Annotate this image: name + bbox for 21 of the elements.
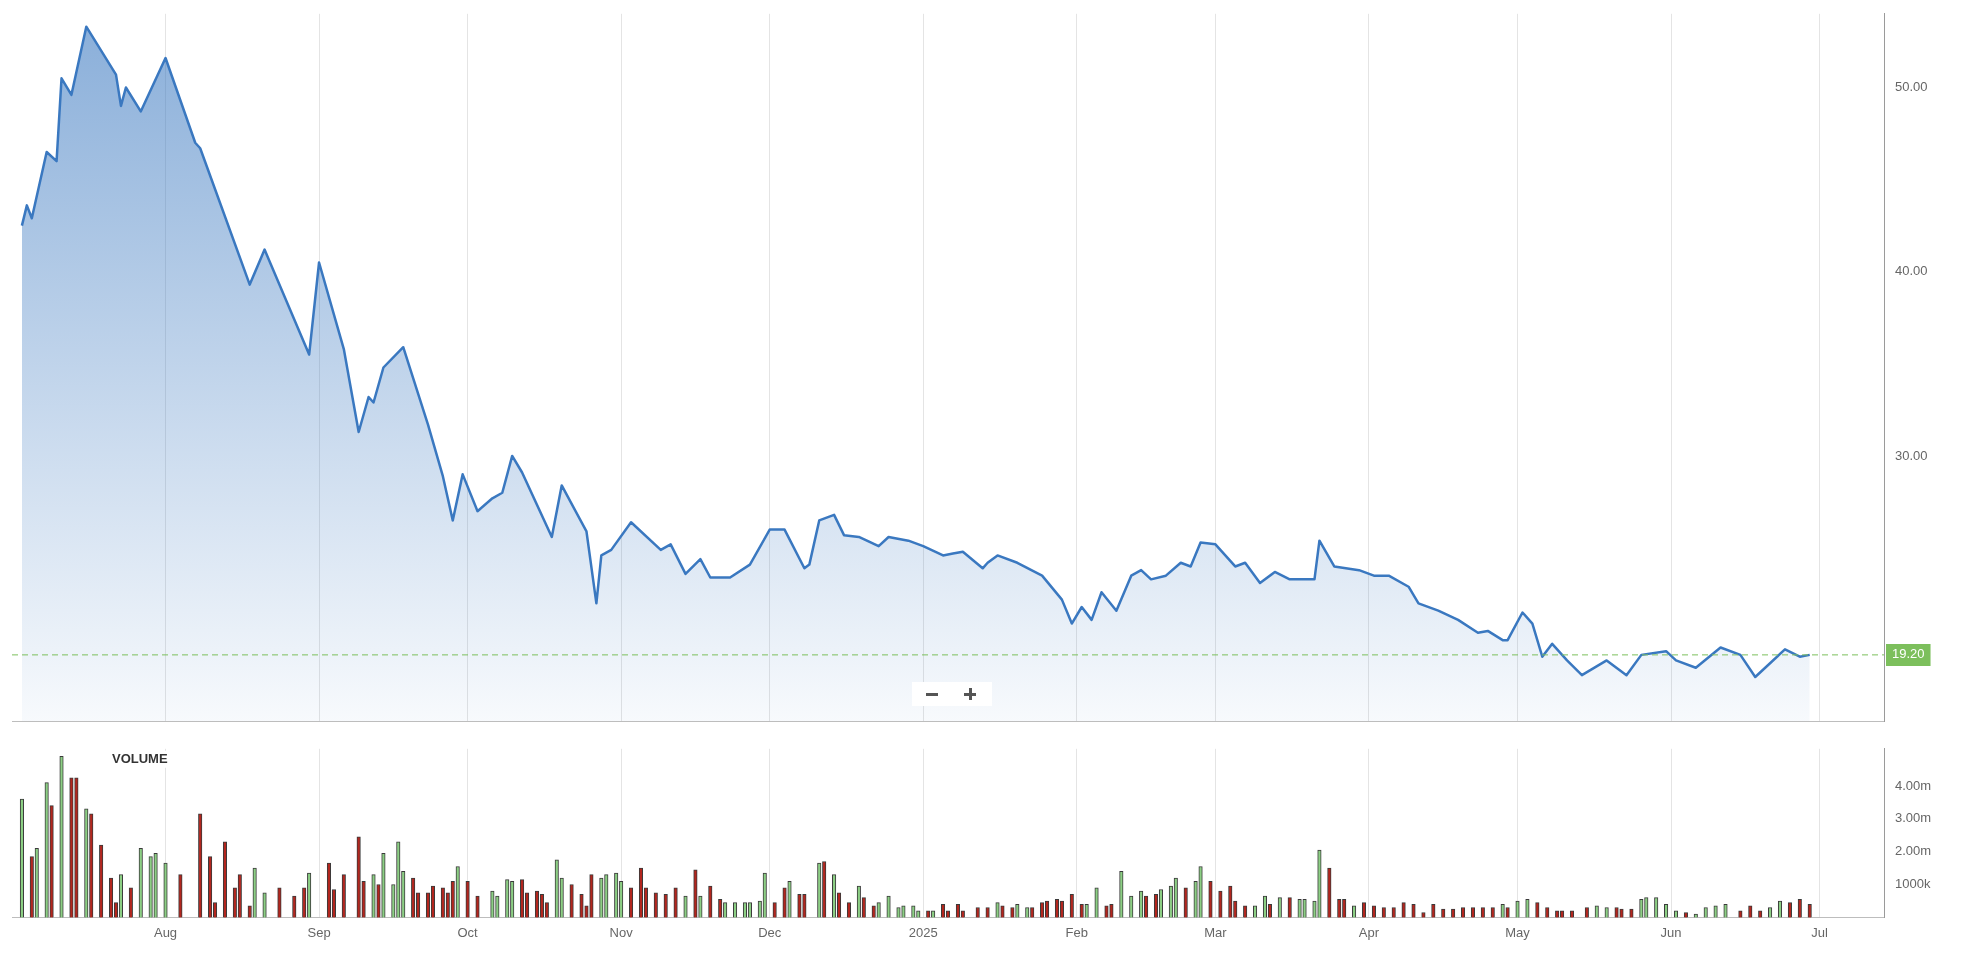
x-tick-label: Dec — [758, 924, 782, 940]
x-tick-label: Jul — [1811, 924, 1829, 940]
x-tick-label: Feb — [1065, 924, 1088, 940]
y-tick-label: 40.00 — [1895, 263, 1928, 279]
ref-line-label: 19.20 — [1892, 646, 1925, 662]
x-tick-label: Aug — [153, 924, 178, 940]
annotation: VOLUME — [112, 750, 168, 766]
y-tick-label: 3.00m — [1895, 810, 1932, 826]
y-tick-label: 1000k — [1895, 876, 1931, 892]
x-tick-label: Apr — [1358, 924, 1380, 940]
y-tick-label: 50.00 — [1895, 79, 1928, 95]
x-tick-label: May — [1505, 924, 1531, 940]
x-tick-label: Jun — [1660, 924, 1682, 940]
x-tick-label: 2025 — [908, 924, 938, 940]
x-tick-label: Sep — [307, 924, 331, 940]
x-tick-label: Nov — [609, 924, 634, 940]
y-tick-label: 30.00 — [1895, 447, 1928, 463]
y-tick-label: 2.00m — [1895, 843, 1932, 859]
y-tick-label: 4.00m — [1895, 777, 1932, 793]
x-tick-label: Oct — [457, 924, 479, 940]
x-tick-label: Mar — [1204, 924, 1228, 940]
